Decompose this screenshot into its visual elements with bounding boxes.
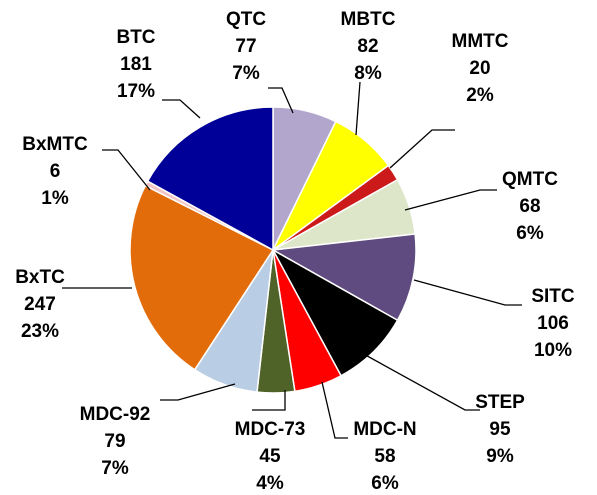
slice-value: 77	[235, 36, 256, 57]
slice-label: MBTC	[341, 9, 396, 30]
leader-line	[268, 87, 294, 114]
slice-label: MDC-73	[235, 419, 306, 440]
slice-value: 6	[50, 161, 61, 182]
slice-percent: 4%	[256, 473, 284, 494]
pie-slice	[270, 233, 417, 322]
slice-percent: 8%	[354, 63, 382, 84]
leader-line	[252, 390, 286, 411]
leader-line	[321, 381, 348, 439]
slice-percent: 1%	[41, 188, 69, 209]
slice-value: 82	[357, 36, 378, 57]
slice-value: 181	[120, 54, 152, 75]
slice-percent: 9%	[486, 446, 514, 467]
slice-percent: 23%	[21, 321, 59, 342]
slice-label: QMTC	[502, 169, 558, 190]
slice-percent: 7%	[101, 458, 129, 479]
slice-value: 95	[489, 419, 511, 440]
leader-line	[102, 149, 151, 191]
leader-line	[413, 279, 522, 306]
pie-slice	[129, 184, 275, 371]
slice-percent: 10%	[534, 340, 572, 361]
slice-label: BxMTC	[22, 134, 88, 155]
leader-line	[404, 189, 497, 211]
slice-label: SITC	[531, 286, 575, 307]
leader-line	[359, 351, 480, 411]
pie-slice	[271, 248, 399, 377]
slice-value: 106	[537, 313, 569, 334]
slice-percent: 7%	[232, 63, 260, 84]
leader-line	[355, 81, 361, 136]
slice-percent: 6%	[516, 223, 544, 244]
slice-percent: 2%	[466, 85, 494, 106]
slice-label: MMTC	[452, 31, 509, 52]
slice-label: BTC	[116, 27, 155, 48]
slice-value: 79	[104, 431, 125, 452]
slice-label: QTC	[226, 9, 266, 30]
slice-value: 45	[259, 446, 281, 467]
slice-value: 68	[519, 196, 540, 217]
slice-value: 247	[24, 294, 56, 315]
leader-line	[160, 383, 236, 401]
leader-line	[162, 99, 201, 119]
slice-percent: 17%	[117, 81, 155, 102]
leader-line	[389, 129, 455, 169]
slice-value: 58	[374, 446, 395, 467]
slice-label: BxTC	[15, 267, 65, 288]
slice-label: MDC-N	[353, 419, 416, 440]
slice-percent: 6%	[371, 473, 399, 494]
slice-value: 20	[469, 58, 490, 79]
slice-label: STEP	[475, 392, 525, 413]
slice-label: MDC-92	[80, 404, 151, 425]
pie-slice	[146, 106, 274, 252]
